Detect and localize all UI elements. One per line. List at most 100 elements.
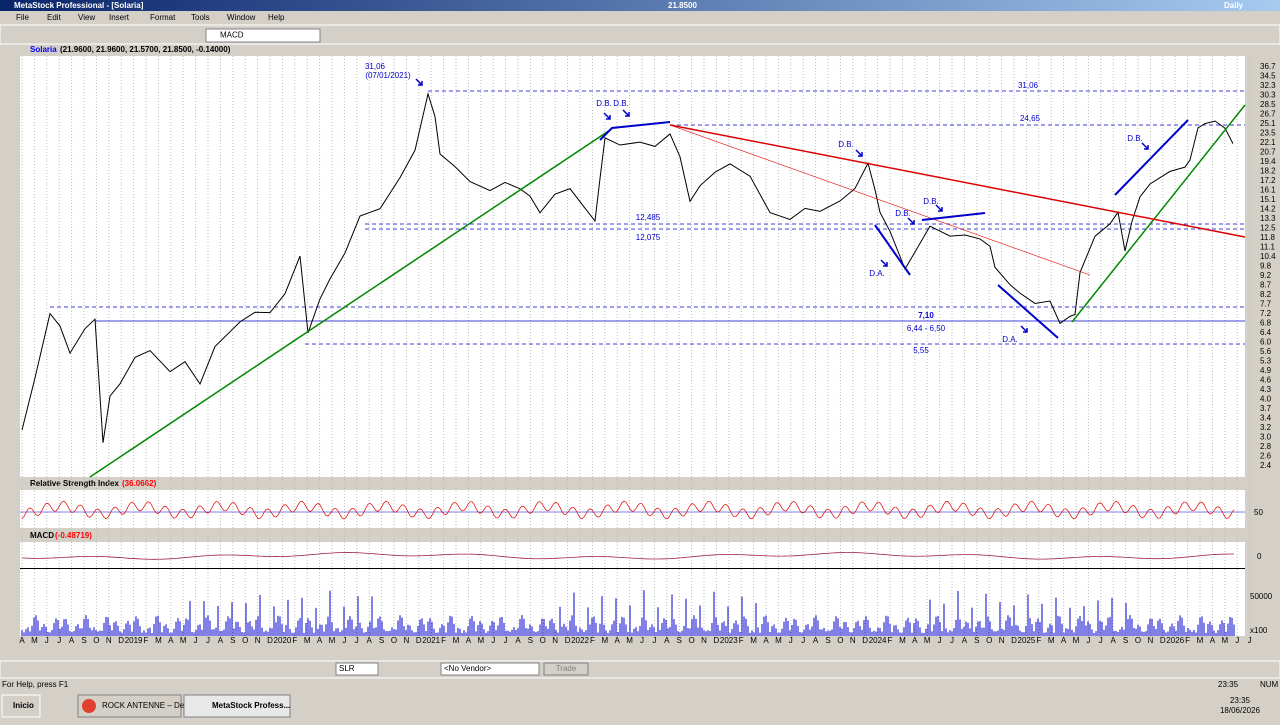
y-tick-label: 3.7 bbox=[1260, 404, 1272, 413]
x-tick-label: S bbox=[677, 636, 682, 645]
y-tick-label: 12.5 bbox=[1260, 224, 1276, 233]
y-tick-label: 3.0 bbox=[1260, 433, 1272, 442]
x-tick-label: J bbox=[801, 636, 805, 645]
symbol-field: SLR bbox=[339, 664, 355, 673]
macd-pane bbox=[20, 542, 1245, 568]
annotation: 7,10 bbox=[918, 311, 934, 320]
x-tick-label: F bbox=[888, 636, 893, 645]
x-tick-label: J bbox=[1235, 636, 1239, 645]
start-button[interactable] bbox=[1, 694, 41, 718]
menu-item[interactable]: Insert bbox=[109, 13, 130, 22]
y-tick-label: 30.3 bbox=[1260, 91, 1276, 100]
y-tick-label: 3.2 bbox=[1260, 423, 1272, 432]
x-tick-label: F bbox=[739, 636, 744, 645]
menu-item[interactable]: Tools bbox=[191, 13, 210, 22]
x-tick-label: A bbox=[367, 636, 373, 645]
task-label: ROCK ANTENNE – De... bbox=[102, 701, 191, 710]
x-tick-label: A bbox=[813, 636, 819, 645]
channel-line bbox=[1114, 119, 1189, 196]
x-tick-label: A bbox=[19, 636, 25, 645]
x-tick-label: D bbox=[416, 636, 422, 645]
x-tick-label: J bbox=[950, 636, 954, 645]
x-tick-label: F bbox=[1185, 636, 1190, 645]
x-tick-label: O bbox=[688, 636, 694, 645]
x-tick-label: S bbox=[825, 636, 830, 645]
x-tick-label: F bbox=[441, 636, 446, 645]
x-tick-label: M bbox=[304, 636, 311, 645]
rsi-axis: 50 bbox=[1254, 508, 1263, 517]
x-tick-label: A bbox=[664, 636, 670, 645]
menu-item[interactable]: Edit bbox=[47, 13, 62, 22]
vendor-field: <No Vendor> bbox=[444, 664, 491, 673]
menu-item[interactable]: View bbox=[78, 13, 95, 22]
y-tick-label: 11.8 bbox=[1260, 233, 1276, 242]
vendor-box[interactable] bbox=[440, 662, 540, 676]
x-tick-label: N bbox=[1148, 636, 1154, 645]
menu-item[interactable]: File bbox=[16, 13, 29, 22]
x-tick-label: M bbox=[1073, 636, 1080, 645]
x-tick-label: M bbox=[899, 636, 906, 645]
x-tick-label: F bbox=[1036, 636, 1041, 645]
x-tick-label: N bbox=[999, 636, 1005, 645]
trend-line bbox=[669, 124, 1246, 238]
y-tick-label: 7.2 bbox=[1260, 309, 1272, 318]
x-tick-label: 2019 bbox=[125, 636, 143, 645]
x-tick-label: J bbox=[504, 636, 508, 645]
x-tick-label: A bbox=[317, 636, 323, 645]
y-tick-label: 17.2 bbox=[1260, 176, 1276, 185]
menu-item[interactable]: Window bbox=[227, 13, 256, 22]
arrow bbox=[603, 112, 611, 120]
price-header-values: (21.9600, 21.9600, 21.5700, 21.8500, -0.… bbox=[60, 45, 231, 54]
indicator-combo[interactable] bbox=[205, 28, 321, 43]
trend-line bbox=[1071, 104, 1246, 323]
trade-button[interactable] bbox=[543, 662, 589, 676]
volume-pane bbox=[20, 569, 1245, 636]
x-tick-label: J bbox=[938, 636, 942, 645]
task-label: MetaStock Profess... bbox=[212, 701, 290, 710]
menu-item[interactable]: Format bbox=[150, 13, 176, 22]
x-tick-label: A bbox=[1061, 636, 1067, 645]
task-button-active[interactable] bbox=[183, 694, 291, 718]
y-tick-label: 25.1 bbox=[1260, 119, 1276, 128]
x-tick-label: M bbox=[180, 636, 187, 645]
x-tick-label: M bbox=[601, 636, 608, 645]
x-tick-label: D bbox=[862, 636, 868, 645]
rsi-value: (36.0662) bbox=[122, 479, 157, 488]
x-tick-label: A bbox=[168, 636, 174, 645]
menu-bar: File Edit View Insert Format Tools Window Help bbox=[16, 13, 285, 22]
x-tick-label: S bbox=[81, 636, 86, 645]
x-tick-label: S bbox=[379, 636, 384, 645]
x-tick-label: M bbox=[1197, 636, 1204, 645]
annotation: 24,65 bbox=[1020, 114, 1041, 123]
y-tick-label: 9.2 bbox=[1260, 271, 1272, 280]
x-tick-label: F bbox=[590, 636, 595, 645]
annotation: D.A. bbox=[869, 269, 885, 278]
annotation: 12,485 bbox=[636, 213, 661, 222]
symbol-box[interactable] bbox=[335, 662, 379, 676]
price-line bbox=[21, 91, 1234, 443]
x-tick-label: M bbox=[750, 636, 757, 645]
task-button[interactable] bbox=[77, 694, 182, 718]
x-tick-label: 2024 bbox=[869, 636, 887, 645]
x-tick-label: 2023 bbox=[720, 636, 738, 645]
scroll-bar[interactable] bbox=[0, 648, 1280, 660]
menu-item[interactable]: Help bbox=[268, 13, 285, 22]
trend-line bbox=[89, 129, 611, 478]
y-tick-label: 9.8 bbox=[1260, 262, 1272, 271]
x-tick-label: J bbox=[57, 636, 61, 645]
y-tick-label: 5.3 bbox=[1260, 357, 1272, 366]
x-tick-label: M bbox=[924, 636, 931, 645]
x-tick-label: M bbox=[477, 636, 484, 645]
annotation: D.B. bbox=[895, 209, 911, 218]
macd-axis: 0 bbox=[1257, 552, 1262, 561]
y-tick-label: 6.0 bbox=[1260, 338, 1272, 347]
annotation: (07/01/2021) bbox=[365, 71, 411, 80]
y-tick-label: 15.1 bbox=[1260, 195, 1276, 204]
arrow bbox=[855, 149, 863, 157]
toolbar bbox=[0, 24, 1280, 45]
y-tick-label: 19.4 bbox=[1260, 157, 1276, 166]
rsi-header bbox=[0, 479, 1280, 489]
x-tick-label: A bbox=[69, 636, 75, 645]
annotation: 6,44 - 6,50 bbox=[907, 324, 946, 333]
